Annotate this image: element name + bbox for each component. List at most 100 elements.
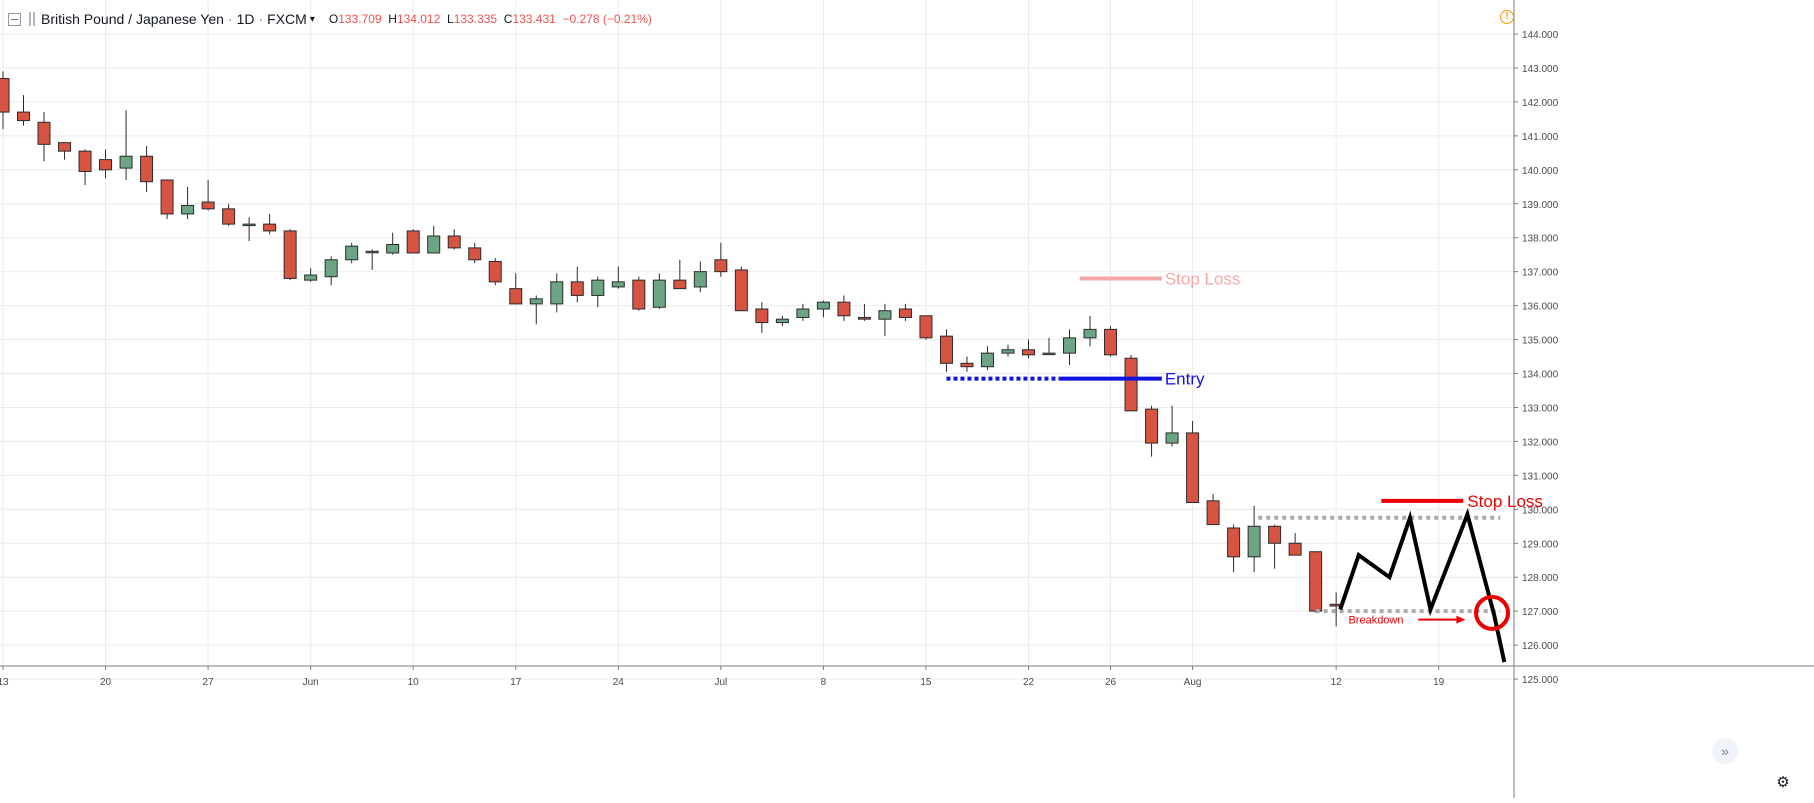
candle: [0, 71, 10, 130]
candle-body: [222, 208, 236, 225]
candle: [427, 225, 441, 254]
price-tick-label: 139.000: [1522, 200, 1559, 211]
price-tick-label: 143.000: [1522, 64, 1559, 75]
gear-icon[interactable]: ⚙: [1776, 774, 1790, 791]
candle-body: [898, 308, 912, 318]
candle: [468, 242, 482, 264]
candle: [591, 276, 605, 308]
price-tick-label: 126.000: [1522, 641, 1559, 652]
candle-body: [1145, 408, 1159, 444]
candles: [0, 71, 1343, 627]
candle: [263, 213, 277, 235]
candle-body: [1186, 432, 1200, 504]
time-tick-label: 13: [0, 677, 9, 688]
candle-body: [386, 243, 400, 254]
projected-price-path: [1338, 507, 1507, 663]
candle-body: [1247, 525, 1261, 558]
scroll-to-realtime-icon[interactable]: »: [1712, 738, 1738, 764]
candle: [611, 266, 625, 289]
chevron-down-icon[interactable]: ▾: [309, 13, 315, 25]
legend-header: British Pound / Japanese Yen · 1D · FXCM…: [8, 8, 652, 30]
candle-body: [201, 201, 215, 210]
candle-body: [919, 315, 933, 339]
candle: [714, 242, 728, 277]
candle-body: [980, 352, 994, 368]
breakdown-circle: [1474, 594, 1511, 631]
candle: [1042, 337, 1056, 356]
candle: [1288, 533, 1302, 556]
candle: [447, 229, 461, 250]
time-tick-label: 10: [408, 677, 420, 688]
drawing-annotations: Stop Loss Entry Stop Loss Breakdown: [946, 269, 1543, 663]
candle: [898, 303, 912, 321]
candle: [1145, 405, 1159, 457]
candle: [304, 268, 318, 282]
price-tick-label: 131.000: [1522, 471, 1559, 482]
candle: [1165, 405, 1179, 447]
collapse-icon[interactable]: [8, 12, 21, 26]
candle: [386, 232, 400, 255]
candle-body: [529, 298, 543, 305]
time-tick-label: 15: [920, 677, 932, 688]
candle: [632, 276, 646, 311]
price-tick-label: 140.000: [1522, 166, 1559, 177]
drag-handle-icon[interactable]: [29, 12, 35, 26]
separator-dot: ·: [258, 11, 264, 27]
candle-body: [1268, 525, 1282, 544]
candle-body: [140, 155, 154, 183]
candle-body: [447, 235, 461, 249]
candle: [837, 295, 851, 321]
ohlc-values: O133.709 H134.012 L133.335 C133.431 −0.2…: [329, 12, 652, 26]
stop-loss-label: Stop Loss: [1467, 492, 1543, 511]
candle-body: [0, 77, 10, 113]
exchange-label[interactable]: FXCM: [267, 11, 307, 27]
candle-body: [509, 288, 523, 305]
candle-body: [878, 310, 892, 320]
candle: [570, 266, 584, 303]
candle: [1186, 421, 1200, 504]
price-axis-labels: 125.000 126.000 127.000 128.000 129.000 130.0…: [1514, 30, 1559, 686]
candle-body: [837, 301, 851, 317]
price-tick-label: 130.000: [1522, 505, 1559, 516]
candle: [857, 303, 871, 321]
candle: [960, 356, 974, 372]
candle: [980, 346, 994, 371]
price-tick-label: 137.000: [1522, 268, 1559, 279]
candle: [345, 242, 359, 264]
candle: [550, 273, 564, 313]
time-tick-label: 24: [613, 677, 625, 688]
interval-label[interactable]: 1D: [236, 11, 255, 27]
candle-body: [406, 230, 420, 254]
open-key: O: [328, 12, 339, 26]
candle: [283, 229, 297, 281]
price-tick-label: 127.000: [1522, 607, 1559, 618]
candle-body: [160, 179, 174, 215]
time-tick-label: Jul: [714, 677, 727, 688]
warning-icon[interactable]: !: [1500, 10, 1514, 24]
candle: [734, 266, 748, 312]
candle-body: [734, 269, 748, 312]
candle: [78, 149, 92, 186]
candle: [365, 249, 379, 270]
candle-body: [796, 308, 810, 318]
low-key: L: [447, 12, 454, 26]
candle: [242, 217, 256, 242]
time-tick-label: 8: [821, 677, 827, 688]
time-tick-label: 26: [1105, 677, 1117, 688]
candle-body: [570, 281, 584, 296]
candle: [775, 315, 789, 326]
candle: [222, 203, 236, 226]
candle-body: [591, 279, 605, 296]
candle-body: [283, 230, 297, 279]
candle-body: [78, 150, 92, 172]
grid-lines: [0, 0, 1514, 680]
candle-body: [775, 318, 789, 324]
candle: [406, 229, 420, 254]
time-tick-label: Jun: [303, 677, 319, 688]
change-value: −0.278 (−0.21%): [562, 12, 652, 26]
symbol-name[interactable]: British Pound / Japanese Yen: [41, 11, 224, 27]
price-tick-label: 142.000: [1522, 98, 1559, 109]
candle-body: [324, 259, 338, 278]
